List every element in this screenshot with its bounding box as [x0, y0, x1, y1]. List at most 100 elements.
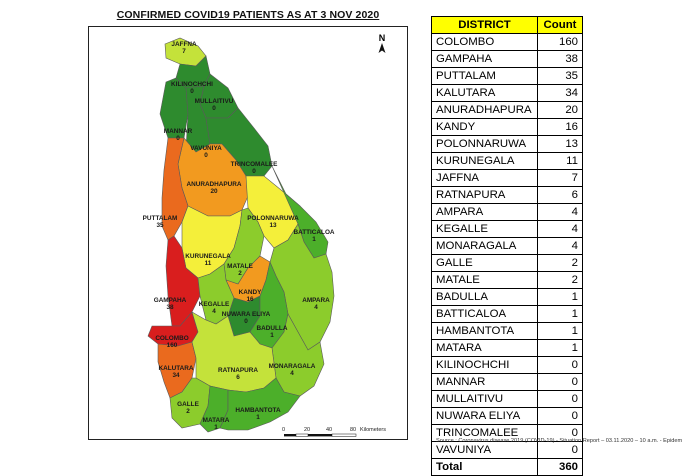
district-count-nuwara-eliya: 0	[244, 318, 248, 325]
district-label-anuradhapura: ANURADHAPURA	[186, 181, 241, 188]
district-mannar	[159, 77, 189, 139]
district-count-ampara: 4	[314, 304, 318, 311]
district-label-kurunegala: KURUNEGALA	[185, 253, 231, 260]
table-row: VAVUNIYA 0	[431, 441, 583, 459]
district-label-kandy: KANDY	[239, 289, 262, 296]
district-label-colombo: COLOMBO	[155, 335, 188, 342]
table-row: MATALE 2	[431, 271, 583, 289]
table-cell-count: 0	[537, 373, 583, 391]
district-label-polonnaruwa: POLONNARUWA	[247, 215, 299, 222]
district-label-ampara: AMPARA	[302, 297, 330, 304]
table-cell-district: KURUNEGALA	[431, 152, 538, 170]
scale-unit: Kilometers	[360, 427, 386, 433]
district-count-ratnapura: 6	[236, 374, 240, 381]
table-cell-district: VAVUNIYA	[431, 441, 538, 459]
district-hambantota	[219, 377, 301, 431]
district-count-puttalam: 35	[156, 222, 164, 229]
table-row: BADULLA 1	[431, 288, 583, 306]
district-label-mullaitivu: MULLAITIVU	[195, 98, 234, 105]
district-label-nuwara-eliya: NUWARA ELIYA	[222, 311, 271, 318]
table-cell-count: 1	[537, 288, 583, 306]
table-row: KANDY 16	[431, 118, 583, 136]
table-row: KALUTARA 34	[431, 84, 583, 102]
district-count-kurunegala: 11	[205, 260, 212, 267]
district-count-matale: 2	[238, 270, 242, 277]
table-cell-district: KEGALLE	[431, 220, 538, 238]
scale-tick-20: 20	[304, 427, 310, 433]
table-cell-count: 4	[537, 237, 583, 255]
table-cell-district: MONARAGALA	[431, 237, 538, 255]
table-cell-district: RATNAPURA	[431, 186, 538, 204]
north-label: N	[379, 33, 386, 43]
table-cell-count: 2	[537, 254, 583, 272]
table-row: MONARAGALA 4	[431, 237, 583, 255]
district-label-jaffna: JAFFNA	[171, 41, 197, 48]
table-cell-count: 6	[537, 186, 583, 204]
district-label-puttalam: PUTTALAM	[143, 215, 178, 222]
district-count-kalutara: 34	[172, 372, 180, 379]
table-header-row: DISTRICT Count	[431, 16, 583, 34]
table-cell-count: 4	[537, 220, 583, 238]
district-label-monaragala: MONARAGALA	[269, 363, 316, 370]
table-cell-district: NUWARA ELIYA	[431, 407, 538, 425]
table-cell-district: MATARA	[431, 339, 538, 357]
district-label-badulla: BADULLA	[257, 325, 288, 332]
table-cell-count: 0	[537, 441, 583, 459]
table-cell-district: BATTICALOA	[431, 305, 538, 323]
table-cell-count: 160	[537, 33, 583, 51]
table-row: JAFFNA 7	[431, 169, 583, 187]
table-cell-district: GALLE	[431, 254, 538, 272]
district-header: DISTRICT	[431, 16, 538, 34]
table-row: HAMBANTOTA 1	[431, 322, 583, 340]
district-count-table: DISTRICT Count COLOMBO 160 GAMPAHA 38 PUTTAL…	[431, 16, 583, 476]
table-cell-count: 1	[537, 305, 583, 323]
district-count-galle: 2	[186, 408, 190, 415]
table-cell-count: 0	[537, 390, 583, 408]
north-arrow: N	[378, 33, 386, 53]
scale-tick-40: 40	[326, 427, 332, 433]
source-note: Source : Coronavirus disease 2019 (COVID…	[436, 438, 683, 444]
table-cell-count: 7	[537, 169, 583, 187]
table-cell-count: 4	[537, 203, 583, 221]
table-row: GAMPAHA 38	[431, 50, 583, 68]
district-label-batticaloa: BATTICALOA	[293, 229, 334, 236]
district-count-hambantota: 1	[256, 414, 260, 421]
table-cell-count: 16	[537, 118, 583, 136]
table-cell-count: 0	[537, 407, 583, 425]
table-row: POLONNARUWA 13	[431, 135, 583, 153]
district-label-vavuniya: VAVUNIYA	[190, 145, 222, 152]
table-row: MANNAR 0	[431, 373, 583, 391]
count-header: Count	[537, 16, 583, 34]
total-value: 360	[537, 458, 583, 476]
table-cell-district: KANDY	[431, 118, 538, 136]
table-row: PUTTALAM 35	[431, 67, 583, 85]
district-count-jaffna: 7	[182, 48, 186, 55]
scale-bar: 0 20 40 80 Kilometers	[282, 427, 386, 437]
table-cell-district: GAMPAHA	[431, 50, 538, 68]
table-cell-count: 1	[537, 322, 583, 340]
district-label-galle: GALLE	[177, 401, 199, 408]
table-row: KILINOCHCHI 0	[431, 356, 583, 374]
scale-tick-0: 0	[282, 427, 285, 433]
district-count-polonnaruwa: 13	[269, 222, 277, 229]
district-map: JAFFNA7KILINOCHCHI0MULLAITIVU0MANNAR0VAV…	[143, 33, 386, 437]
table-row: BATTICALOA 1	[431, 305, 583, 323]
table-cell-district: COLOMBO	[431, 33, 538, 51]
total-row: Total 360	[431, 458, 583, 476]
table-row: KURUNEGALA 11	[431, 152, 583, 170]
table-row: NUWARA ELIYA 0	[431, 407, 583, 425]
table-cell-district: KILINOCHCHI	[431, 356, 538, 374]
table-row: KEGALLE 4	[431, 220, 583, 238]
table-cell-count: 13	[537, 135, 583, 153]
table-cell-district: POLONNARUWA	[431, 135, 538, 153]
table-cell-district: KALUTARA	[431, 84, 538, 102]
district-label-hambantota: HAMBANTOTA	[235, 407, 281, 414]
table-cell-district: MATALE	[431, 271, 538, 289]
table-row: MULLAITIVU 0	[431, 390, 583, 408]
table-cell-count: 34	[537, 84, 583, 102]
district-count-mannar: 0	[176, 135, 180, 142]
table-row: AMPARA 4	[431, 203, 583, 221]
district-count-anuradhapura: 20	[210, 188, 218, 195]
table-cell-count: 2	[537, 271, 583, 289]
table-cell-district: BADULLA	[431, 288, 538, 306]
